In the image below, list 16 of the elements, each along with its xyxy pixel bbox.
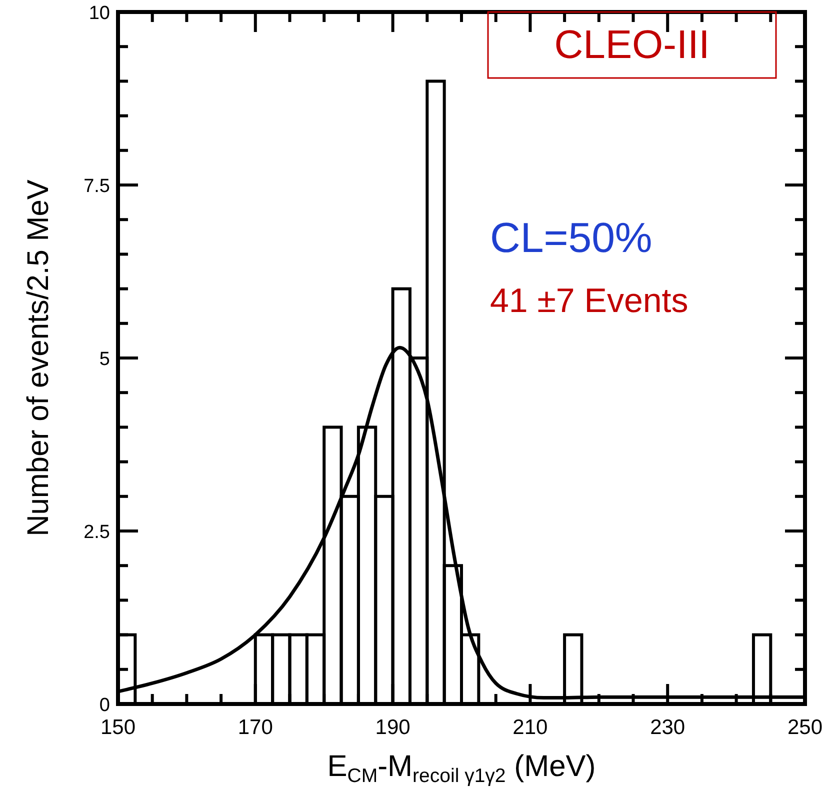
- x-tick-label: 230: [650, 716, 686, 739]
- x-tick-label: 170: [238, 716, 273, 739]
- y-axis-title: Number of events/2.5 MeV: [22, 180, 55, 536]
- y-tick-label: 0: [99, 695, 110, 716]
- annotation: CL=50%: [490, 214, 652, 261]
- x-tick-label: 210: [512, 716, 548, 739]
- annotation: 41 ±7 Events: [490, 282, 688, 320]
- y-tick-label: 7.5: [84, 176, 110, 197]
- y-tick-label: 10: [88, 3, 110, 24]
- x-tick-label: 190: [375, 716, 410, 739]
- x-axis-title: E$_{CM}$-M$_{recoil γ1γ2}$ (MeV): [327, 750, 596, 787]
- x-tick-label: 250: [787, 716, 823, 739]
- y-tick-label: 5: [99, 349, 110, 370]
- y-tick-label: 2.5: [84, 522, 110, 543]
- annotation: CLEO-III: [554, 23, 710, 67]
- x-tick-label: 150: [100, 716, 136, 739]
